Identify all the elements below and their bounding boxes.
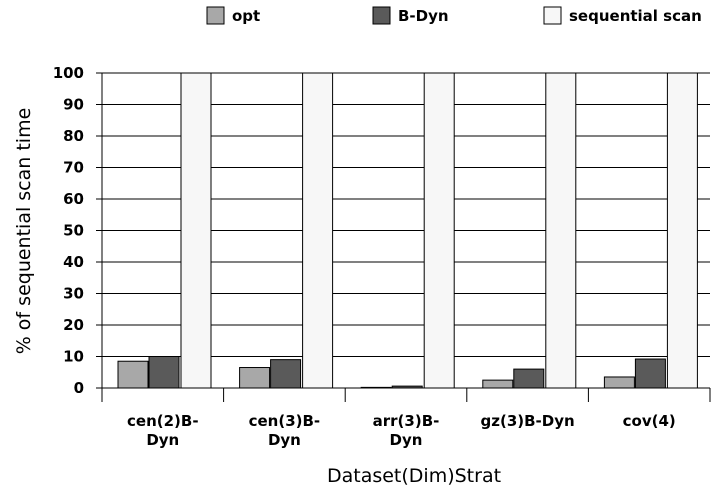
- x-tick-label: cen(3)B-Dyn: [249, 412, 321, 449]
- legend: opt B-Dyn sequential scan: [206, 6, 702, 25]
- bar-opt: [482, 379, 514, 389]
- bar-sequential-scan: [423, 72, 455, 389]
- bar-sequential-scan: [545, 72, 577, 389]
- y-tick-label: 30: [63, 285, 84, 303]
- bar-sequential-scan: [302, 72, 334, 389]
- y-tick-label: 0: [74, 379, 84, 397]
- y-tick-label: 80: [63, 127, 84, 145]
- bar-b-dyn: [148, 356, 180, 389]
- y-tick-label: 70: [63, 159, 84, 177]
- x-tick-label: gz(3)B-Dyn: [481, 412, 575, 430]
- x-tick-label: cov(4): [623, 412, 676, 430]
- y-tick-labels: 0 10 20 30 40 50 60 70 80 90 100: [53, 64, 84, 397]
- bar-opt: [603, 376, 635, 389]
- x-tick-label: cen(2)B-Dyn: [127, 412, 199, 449]
- bar-b-dyn: [634, 358, 666, 389]
- legend-swatch: [543, 6, 562, 25]
- y-axis-label: % of sequential scan time: [13, 108, 35, 355]
- bar-opt: [239, 367, 271, 389]
- x-axis-label: Dataset(Dim)Strat: [327, 465, 501, 487]
- bar-sequential-scan: [180, 72, 212, 389]
- x-tick-label: arr(3)B-Dyn: [373, 412, 440, 449]
- y-tick-label: 100: [53, 64, 84, 82]
- y-tick-label: 60: [63, 190, 84, 208]
- bar-sequential-scan: [666, 72, 698, 389]
- bar-b-dyn: [513, 368, 545, 389]
- y-tick-label: 50: [63, 222, 84, 240]
- legend-swatch: [372, 6, 391, 25]
- legend-label: B-Dyn: [398, 7, 449, 25]
- bar-opt: [117, 360, 149, 389]
- legend-label: opt: [232, 7, 260, 25]
- bar-b-dyn: [270, 359, 302, 389]
- legend-swatch: [206, 6, 225, 25]
- y-tick-label: 40: [63, 253, 84, 271]
- legend-label: sequential scan: [569, 7, 702, 25]
- x-category-labels: cen(2)B-Dyn cen(3)B-Dyn arr(3)B-Dyn gz(3)B-…: [127, 412, 676, 449]
- y-tick-label: 10: [63, 348, 84, 366]
- y-tick-label: 20: [63, 316, 84, 334]
- y-tick-label: 90: [63, 96, 84, 114]
- axes: [96, 72, 711, 402]
